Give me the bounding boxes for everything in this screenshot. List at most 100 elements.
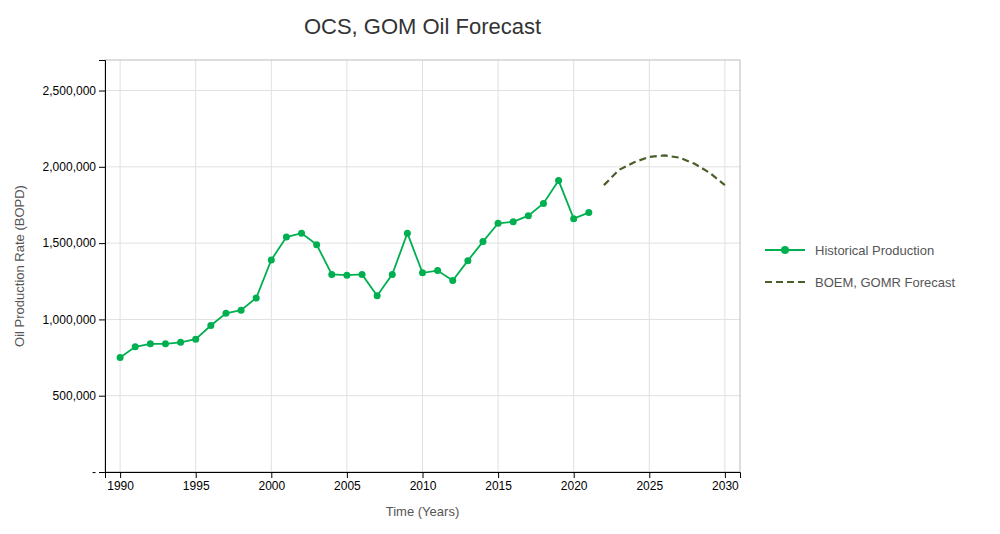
x-tick: 2000 [258, 472, 285, 493]
x-tick: 2030 [712, 472, 739, 493]
grid-line [120, 60, 121, 472]
y-axis-title: Oil Production Rate (BOPD) [12, 185, 27, 347]
legend-item: Historical Production [765, 243, 934, 258]
y-axis: - 500,000 1,000,000 1,500,000 2,000,000 2,500… [43, 61, 106, 480]
x-tick-label: 1990 [107, 479, 134, 493]
x-tick-label: 1995 [183, 479, 210, 493]
point [389, 271, 396, 278]
x-tick-label: 2030 [712, 479, 739, 493]
x-axis: 1990 1995 2000 2005 2010 2015 2020 2025 2030 [106, 472, 741, 493]
point [328, 271, 335, 278]
point [479, 238, 486, 245]
plot-frame [105, 60, 740, 472]
x-tick-label: 2020 [561, 479, 588, 493]
x-axis-title: Time (Years) [386, 504, 459, 519]
point [359, 271, 366, 278]
point [495, 220, 502, 227]
plot-area [117, 155, 725, 361]
grid-line [498, 60, 499, 472]
y-tick-label: 2,500,000 [43, 84, 97, 98]
grid-line [573, 60, 574, 472]
point [343, 272, 350, 279]
x-tick-mark [649, 472, 650, 478]
x-axis-line [106, 473, 741, 479]
point [510, 218, 517, 225]
y-tick-mark [99, 91, 105, 92]
grid-line [195, 60, 196, 472]
point [192, 336, 199, 343]
x-tick: 2020 [561, 472, 588, 493]
legend-label: Historical Production [815, 243, 934, 258]
x-tick: 2015 [485, 472, 512, 493]
y-tick: 1,000,000 [43, 313, 105, 327]
point [132, 343, 139, 350]
point [464, 257, 471, 264]
x-tick-label: 2000 [258, 479, 285, 493]
x-tick-mark [196, 472, 197, 478]
series-line [120, 181, 589, 358]
x-tick-mark [120, 472, 121, 478]
y-tick: - [92, 465, 105, 479]
y-tick: 500,000 [53, 389, 105, 403]
legend: Historical Production BOEM, GOMR Forecast [765, 243, 956, 290]
grid-line [271, 60, 272, 472]
point [540, 200, 547, 207]
x-tick-label: 2010 [410, 479, 437, 493]
y-tick-mark [99, 167, 105, 168]
x-tick-label: 2025 [636, 479, 663, 493]
x-tick: 2005 [334, 472, 361, 493]
legend-item: BOEM, GOMR Forecast [765, 275, 956, 290]
legend-marker [781, 246, 789, 254]
grid [105, 60, 740, 472]
x-tick-mark [725, 472, 726, 478]
x-tick-mark [574, 472, 575, 478]
series-line [604, 155, 725, 185]
point [222, 310, 229, 317]
point [177, 339, 184, 346]
point [404, 230, 411, 237]
point [449, 277, 456, 284]
point [147, 340, 154, 347]
point [570, 215, 577, 222]
point [374, 292, 381, 299]
y-tick: 2,000,000 [43, 160, 105, 174]
y-tick-mark [99, 319, 105, 320]
x-tick-mark [498, 472, 499, 478]
y-tick-label: 2,000,000 [43, 160, 97, 174]
y-tick-label: 1,500,000 [43, 236, 97, 250]
y-tick-label: 500,000 [53, 389, 97, 403]
point [555, 177, 562, 184]
y-tick: 2,500,000 [43, 84, 105, 98]
point [238, 307, 245, 314]
point [207, 322, 214, 329]
y-tick-label: 1,000,000 [43, 313, 97, 327]
x-tick-label: 2005 [334, 479, 361, 493]
y-tick-mark [99, 396, 105, 397]
legend-swatch [765, 281, 805, 283]
title: OCS, GOM Oil Forecast [304, 14, 541, 39]
x-tick-mark [423, 472, 424, 478]
x-tick: 2010 [410, 472, 437, 493]
grid-line [422, 60, 423, 472]
x-tick-label: 2015 [485, 479, 512, 493]
point [253, 295, 260, 302]
point [419, 269, 426, 276]
x-tick: 2025 [636, 472, 663, 493]
point [283, 234, 290, 241]
grid-line [346, 60, 347, 472]
x-tick: 1995 [183, 472, 210, 493]
point [117, 354, 124, 361]
x-tick-mark [271, 472, 272, 478]
y-tick-label: - [92, 465, 96, 479]
x-tick: 1990 [107, 472, 134, 493]
point [313, 241, 320, 248]
grid-line [724, 60, 725, 472]
chart: 1990 1995 2000 2005 2010 2015 2020 2025 2030 - 500… [0, 0, 1000, 534]
point [525, 212, 532, 219]
point [268, 256, 275, 263]
x-tick-mark [347, 472, 348, 478]
point [585, 209, 592, 216]
grid-line [649, 60, 650, 472]
point [298, 230, 305, 237]
markers [117, 177, 593, 361]
